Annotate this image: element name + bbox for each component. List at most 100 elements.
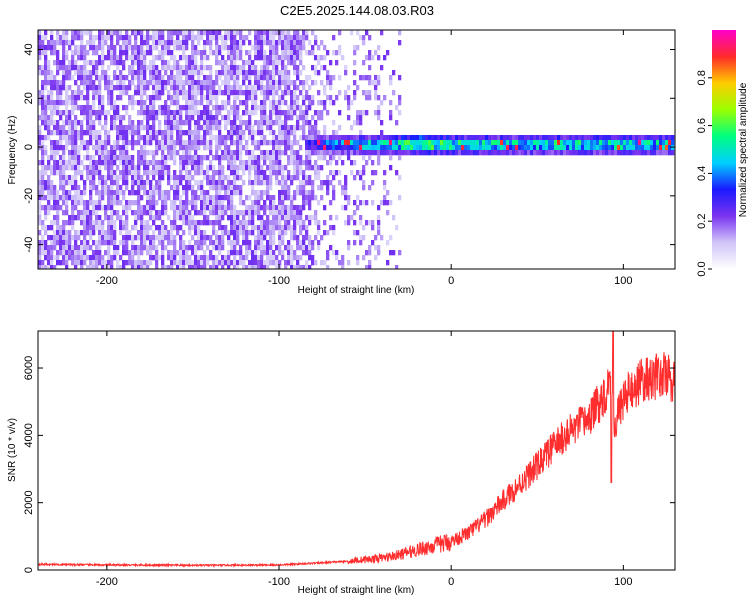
heatmap-cell bbox=[197, 100, 201, 106]
heatmap-cell bbox=[224, 40, 228, 46]
heatmap-cell bbox=[170, 260, 174, 266]
heatmap-cell bbox=[242, 145, 246, 151]
heatmap-cell bbox=[560, 135, 564, 141]
heatmap-cell bbox=[224, 65, 228, 71]
heatmap-cell bbox=[44, 230, 48, 236]
heatmap-cell bbox=[326, 50, 330, 56]
heatmap-cell bbox=[284, 135, 288, 141]
heatmap-cell bbox=[110, 230, 114, 236]
heatmap-cell bbox=[266, 190, 270, 196]
heatmap-cell bbox=[188, 80, 192, 86]
heatmap-cell bbox=[212, 90, 216, 96]
heatmap-cell bbox=[158, 35, 162, 41]
heatmap-cell bbox=[302, 95, 306, 101]
heatmap-cell bbox=[71, 180, 75, 186]
heatmap-cell bbox=[341, 135, 345, 141]
heatmap-cell bbox=[50, 155, 54, 161]
heatmap-cell bbox=[434, 135, 438, 141]
heatmap-cell bbox=[224, 30, 228, 36]
heatmap-cell bbox=[89, 75, 93, 81]
heatmap-cell bbox=[194, 225, 198, 231]
heatmap-cell bbox=[134, 55, 138, 61]
heatmap-cell bbox=[38, 140, 42, 146]
heatmap-cell bbox=[605, 145, 609, 151]
heatmap-cell bbox=[266, 220, 270, 226]
heatmap-cell bbox=[179, 110, 183, 116]
heatmap-cell bbox=[323, 90, 327, 96]
heatmap-cell bbox=[341, 55, 345, 61]
heatmap-cell bbox=[263, 190, 267, 196]
heatmap-cell bbox=[398, 95, 402, 101]
heatmap-cell bbox=[341, 205, 345, 211]
heatmap-cell bbox=[278, 35, 282, 41]
heatmap-cell bbox=[44, 70, 48, 76]
heatmap-cell bbox=[218, 145, 222, 151]
heatmap-cell bbox=[71, 140, 75, 146]
heatmap-cell bbox=[290, 260, 294, 266]
heatmap-cell bbox=[293, 250, 297, 256]
heatmap-cell bbox=[197, 170, 201, 176]
heatmap-cell bbox=[116, 60, 120, 66]
heatmap-cell bbox=[290, 155, 294, 161]
heatmap-cell bbox=[80, 70, 84, 76]
heatmap-cell bbox=[260, 115, 264, 121]
y-tick-label: 6000 bbox=[23, 356, 35, 380]
heatmap-cell bbox=[89, 265, 93, 269]
heatmap-cell bbox=[107, 45, 111, 51]
heatmap-cell bbox=[317, 200, 321, 206]
heatmap-cell bbox=[380, 65, 384, 71]
heatmap-cell bbox=[50, 85, 54, 91]
heatmap-cell bbox=[200, 230, 204, 236]
heatmap-cell bbox=[308, 120, 312, 126]
heatmap-cell bbox=[86, 95, 90, 101]
heatmap-cell bbox=[188, 255, 192, 261]
heatmap-cell bbox=[68, 75, 72, 81]
y-tick-label: 0 bbox=[23, 567, 35, 573]
heatmap-cell bbox=[392, 145, 396, 151]
heatmap-cell bbox=[260, 120, 264, 126]
heatmap-cell bbox=[185, 190, 189, 196]
heatmap-cell bbox=[233, 30, 237, 36]
heatmap-cell bbox=[185, 80, 189, 86]
heatmap-cell bbox=[161, 50, 165, 56]
heatmap-cell bbox=[71, 260, 75, 266]
heatmap-cell bbox=[281, 190, 285, 196]
heatmap-cell bbox=[59, 225, 63, 231]
heatmap-cell bbox=[56, 145, 60, 151]
heatmap-cell bbox=[41, 220, 45, 226]
heatmap-cell bbox=[74, 200, 78, 206]
heatmap-cell bbox=[221, 215, 225, 221]
heatmap-cell bbox=[260, 190, 264, 196]
heatmap-cell bbox=[125, 85, 129, 91]
heatmap-cell bbox=[245, 90, 249, 96]
heatmap-cell bbox=[239, 220, 243, 226]
heatmap-cell bbox=[140, 265, 144, 269]
heatmap-cell bbox=[182, 45, 186, 51]
heatmap-cell bbox=[62, 185, 66, 191]
heatmap-cell bbox=[308, 200, 312, 206]
heatmap-cell bbox=[380, 120, 384, 126]
heatmap-cell bbox=[134, 175, 138, 181]
heatmap-cell bbox=[368, 155, 372, 161]
heatmap-cell bbox=[290, 50, 294, 56]
heatmap-cell bbox=[296, 120, 300, 126]
heatmap-cell bbox=[239, 30, 243, 36]
heatmap-cell bbox=[524, 135, 528, 141]
heatmap-cell bbox=[356, 110, 360, 116]
heatmap-cell bbox=[239, 230, 243, 236]
heatmap-cell bbox=[110, 125, 114, 131]
heatmap-cell bbox=[176, 70, 180, 76]
heatmap-cell bbox=[308, 205, 312, 211]
heatmap-cell bbox=[293, 235, 297, 241]
heatmap-cell bbox=[239, 45, 243, 51]
heatmap-cell bbox=[326, 175, 330, 181]
heatmap-cell bbox=[143, 90, 147, 96]
heatmap-cell bbox=[263, 265, 267, 269]
heatmap-cell bbox=[212, 155, 216, 161]
heatmap-cell bbox=[269, 170, 273, 176]
heatmap-cell bbox=[302, 160, 306, 166]
heatmap-cell bbox=[140, 40, 144, 46]
heatmap-cell bbox=[359, 75, 363, 81]
heatmap-cell bbox=[248, 50, 252, 56]
heatmap-cell bbox=[233, 240, 237, 246]
